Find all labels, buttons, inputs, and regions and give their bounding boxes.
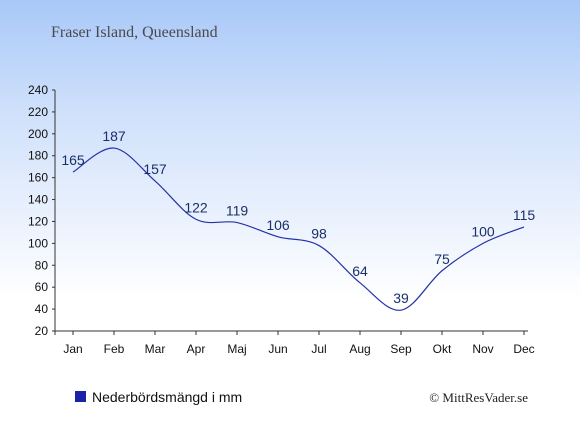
data-label: 39 (393, 290, 409, 306)
y-tick-label: 40 (35, 302, 49, 316)
data-label: 98 (311, 226, 327, 242)
data-label: 115 (513, 207, 536, 223)
y-axis: 20 40 60 80 100 120 140 160 180 200 220 240 (28, 83, 56, 338)
data-label: 64 (352, 263, 368, 279)
y-tick-label: 120 (28, 214, 48, 228)
legend-marker (75, 391, 86, 402)
x-tick-label: Apr (187, 342, 206, 356)
x-tick-label: Mar (145, 342, 166, 356)
x-tick-label: Nov (472, 342, 493, 356)
data-label: 100 (471, 223, 495, 239)
x-tick-label: Feb (104, 342, 125, 356)
x-tick-label: Maj (227, 342, 246, 356)
x-tick-label: Sep (390, 342, 412, 356)
y-tick-label: 220 (28, 105, 48, 119)
y-tick-label: 140 (28, 193, 48, 207)
x-tick-label: Aug (349, 342, 370, 356)
chart-title: Fraser Island, Queensland (51, 24, 218, 41)
data-labels: 165 187 157 122 119 106 98 64 39 75 100 115 (61, 128, 535, 306)
y-tick-label: 100 (28, 236, 48, 250)
series-layer (72, 147, 525, 311)
series-line (72, 147, 525, 311)
data-label: 119 (226, 203, 249, 219)
data-label: 157 (143, 161, 167, 177)
data-label: 165 (61, 152, 85, 168)
x-tick-label: Okt (433, 342, 452, 356)
data-label: 106 (266, 217, 290, 233)
y-tick-label: 20 (35, 324, 49, 338)
y-tick-label: 240 (28, 83, 48, 97)
x-tick-label: Jul (311, 342, 326, 356)
data-label: 122 (184, 199, 208, 215)
data-label: 75 (434, 251, 450, 267)
x-tick-label: Jun (268, 342, 287, 356)
y-tick-label: 160 (28, 171, 48, 185)
y-tick-label: 180 (28, 149, 48, 163)
y-tick-label: 200 (28, 127, 48, 141)
legend-label: Nederbördsmängd i mm (92, 389, 242, 405)
y-tick-label: 80 (35, 258, 49, 272)
data-label: 187 (102, 128, 126, 144)
x-tick-label: Jan (63, 342, 82, 356)
credit-text: © MittResVader.se (429, 390, 528, 405)
x-axis: Jan Feb Mar Apr Maj Jun Jul Aug Sep Okt Nov Dec (55, 330, 535, 356)
y-tick-label: 60 (35, 280, 49, 294)
x-tick-label: Dec (513, 342, 534, 356)
